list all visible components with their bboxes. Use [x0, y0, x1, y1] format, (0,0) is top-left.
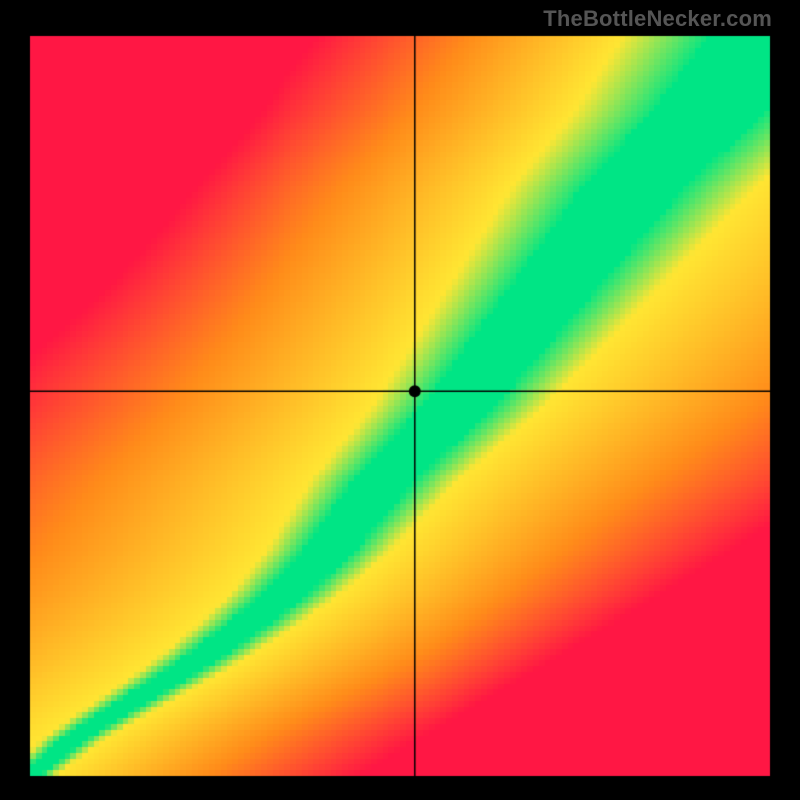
bottleneck-heatmap — [0, 0, 800, 800]
watermark-text: TheBottleNecker.com — [543, 6, 772, 32]
